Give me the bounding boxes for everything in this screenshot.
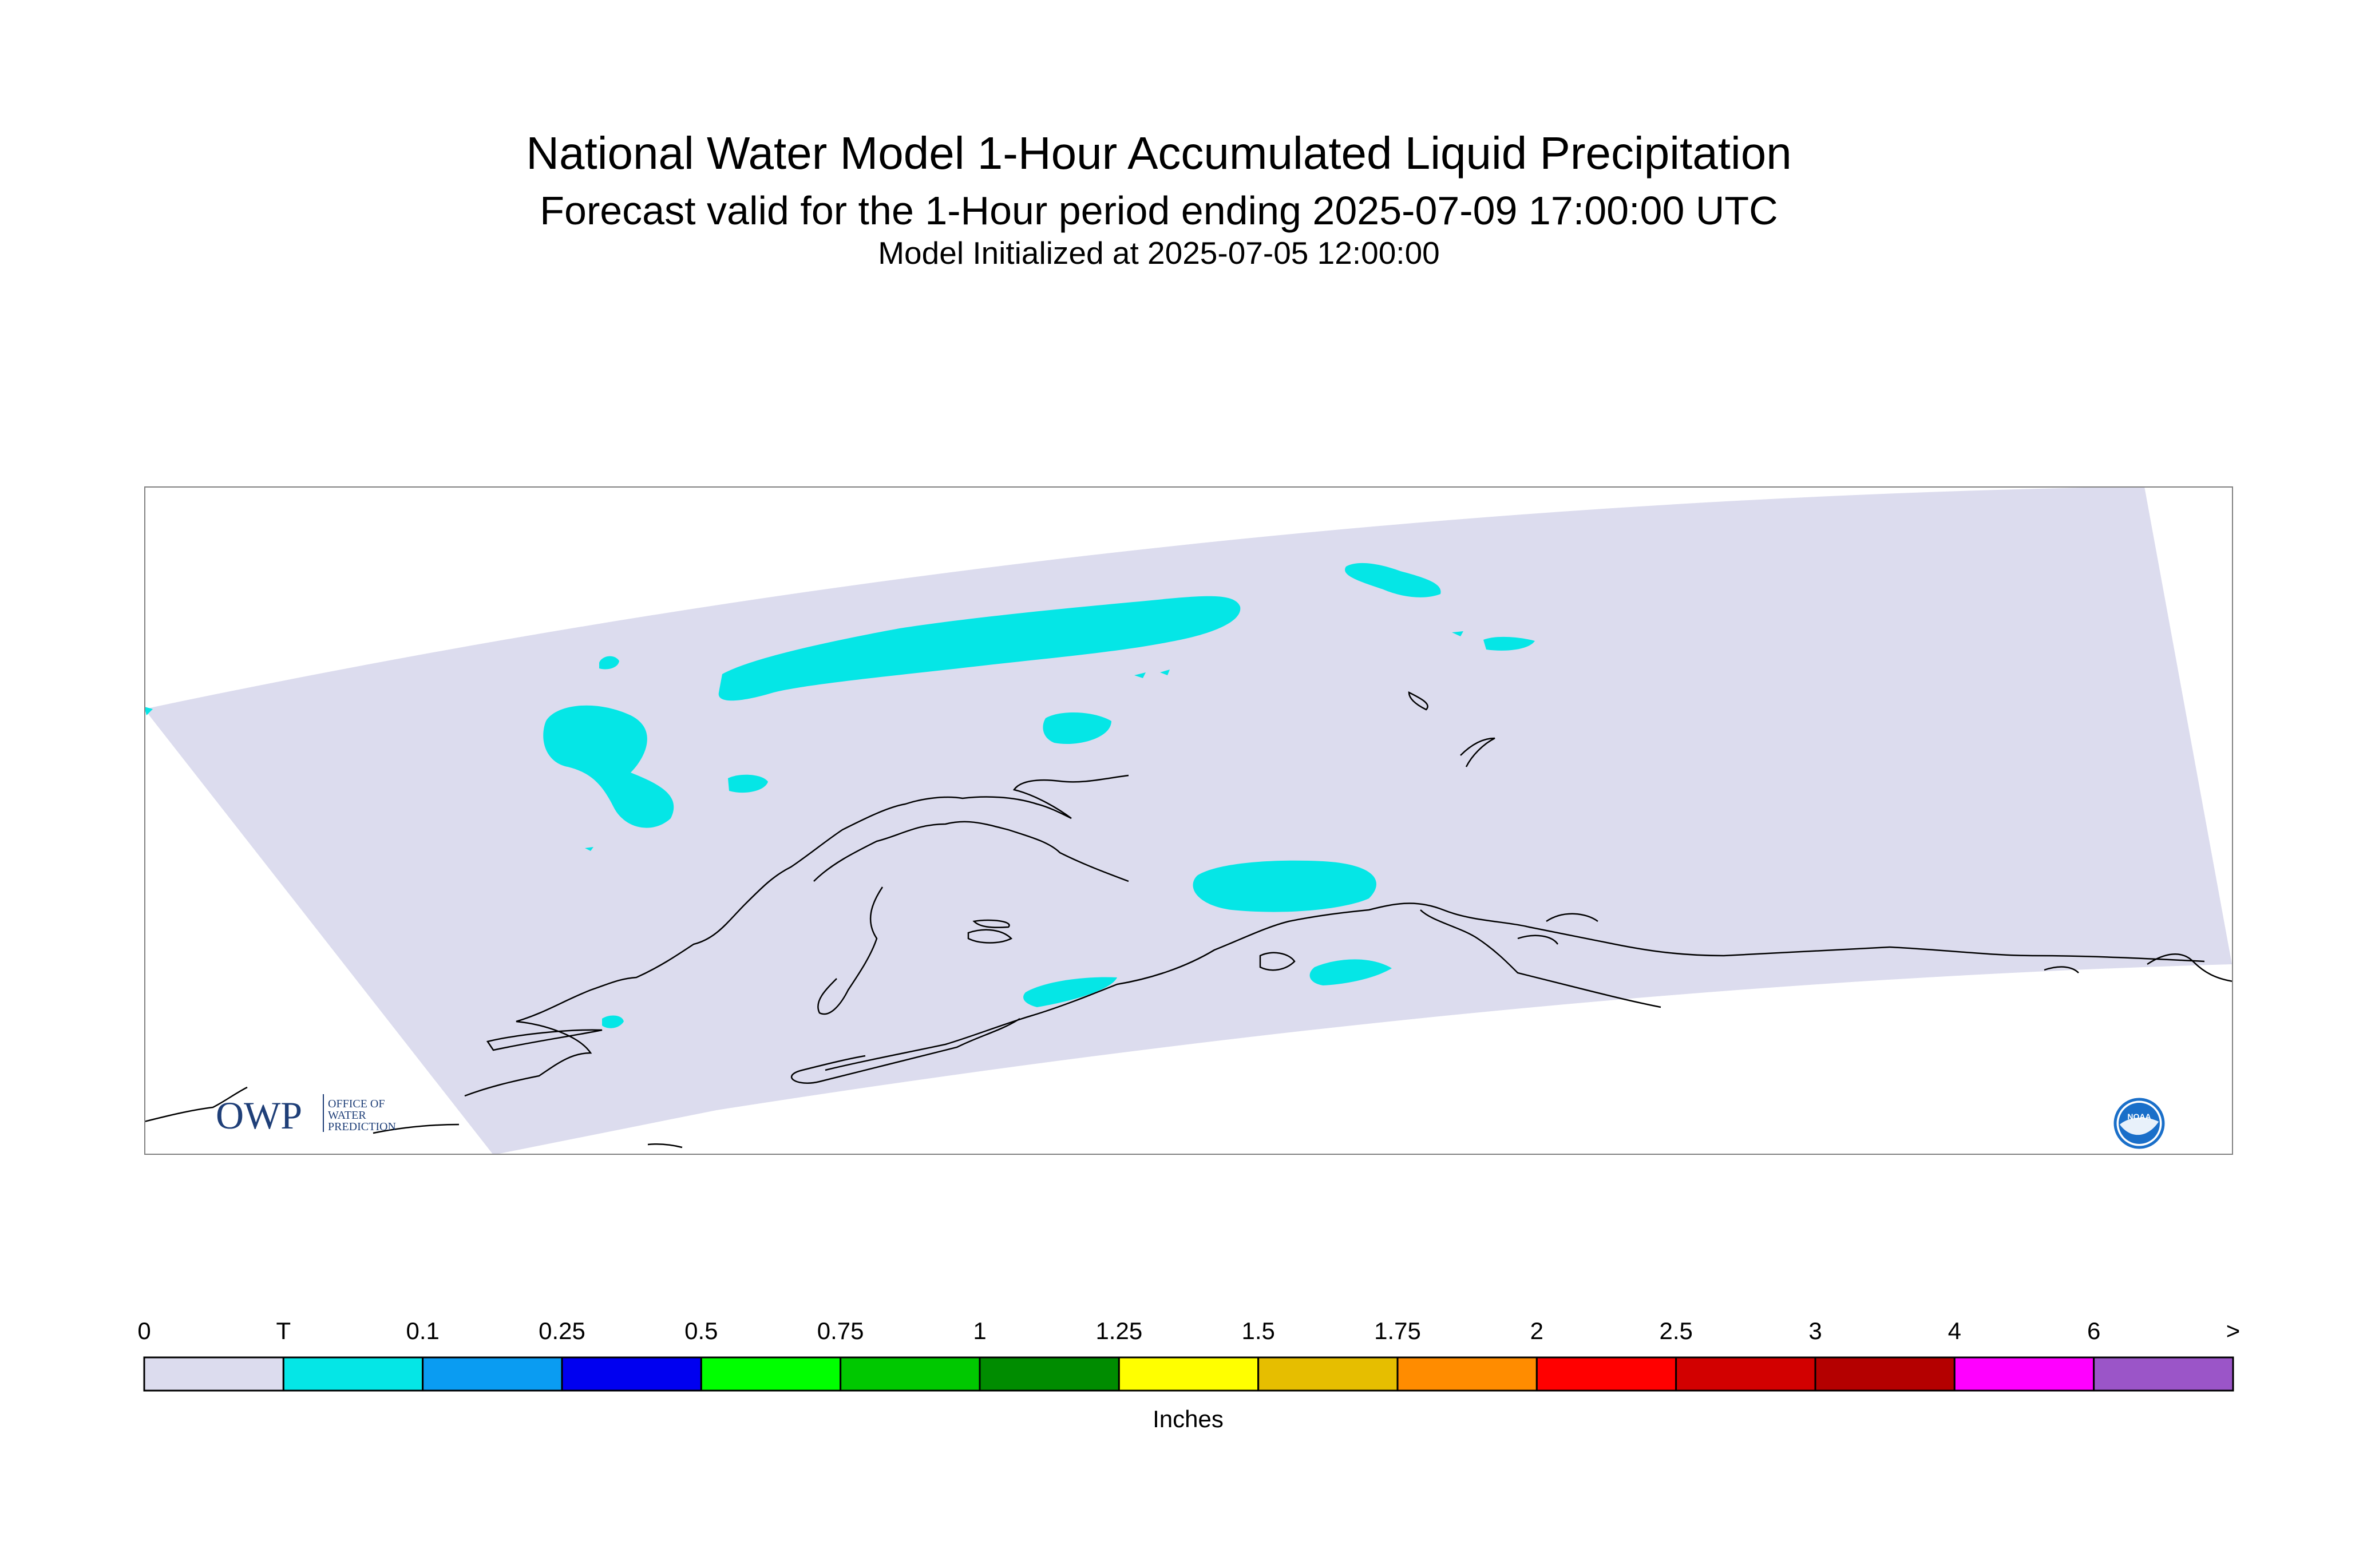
legend-swatch [1118,1356,1260,1392]
legend-swatch [1953,1356,2095,1392]
legend-tick-label: 1.75 [1374,1317,1421,1344]
precip-area [1452,631,1463,636]
precip-area [1345,563,1441,597]
legend-swatches [143,1356,2234,1392]
precip-area [144,707,153,715]
island-herald [1408,691,1428,711]
island-nunivak [967,929,1013,944]
legend-tick-label: 0.25 [539,1317,585,1344]
legend-tick-label: 0.1 [406,1317,439,1344]
legend-swatch [422,1356,563,1392]
legend-swatch [840,1356,981,1392]
precip-area [728,774,768,793]
precip-area [1483,636,1535,651]
coastline-canada [2044,953,2233,983]
precip-area [599,656,619,670]
legend-swatch [1257,1356,1399,1392]
legend-tick-label: T [276,1317,291,1344]
forecast-valid-subtitle: Forecast valid for the 1-Hour period end… [540,188,1778,233]
coastline-gulf [1420,909,1661,1008]
legend-tick-label: 0.75 [817,1317,864,1344]
coastline-mainland-south [825,902,2205,1071]
legend-swatch [1396,1356,1538,1392]
legend-swatch [1675,1356,1816,1392]
legend-tick-label: 3 [1808,1317,1822,1344]
owp-logo: OWP OFFICE OF WATER PREDICTION [216,1094,396,1137]
island-small [972,919,1010,928]
owp-mark: OWP [216,1094,302,1137]
island-wrangel [1460,737,1495,767]
precipitation-map: OWP OFFICE OF WATER PREDICTION NOAA [144,486,2233,1155]
precip-area [1160,670,1170,675]
legend-ticks: 0 T 0.1 0.25 0.5 0.75 1 1.25 1.5 1.75 2 2.5 3 4 6 > [137,1317,2240,1344]
island-kodiak [1259,952,1296,971]
island-st-lawrence [486,1029,603,1051]
noaa-mark: NOAA [2127,1112,2151,1121]
noaa-logo: NOAA [2113,1098,2165,1149]
coastline-inland [817,886,884,1015]
legend-tick-label: > [2226,1317,2241,1344]
legend-tick-label: 6 [2087,1317,2100,1344]
precip-areas [144,563,1535,1028]
legend-swatch [561,1356,702,1392]
model-init-subtitle: Model Initialized at 2025-07-05 12:00:00 [878,235,1440,271]
legend-swatch [1535,1356,1677,1392]
legend-swatch [1814,1356,1956,1392]
color-legend: 0 T 0.1 0.25 0.5 0.75 1 1.25 1.5 1.75 2 2.5 3 4 6 > Inc… [137,1317,2240,1432]
legend-swatch [143,1356,284,1392]
precip-area [585,847,593,851]
legend-swatch [979,1356,1120,1392]
legend-tick-label: 2.5 [1659,1317,1692,1344]
map-title: National Water Model 1-Hour Accumulated … [526,128,1792,179]
legend-swatch [2093,1356,2234,1392]
precip-area [1134,672,1146,678]
precip-area [1193,860,1377,912]
precip-area [1309,959,1392,985]
noaa-gull [2120,1118,2159,1135]
legend-tick-label: 1.25 [1095,1317,1142,1344]
island-chain-east [1517,913,1598,945]
precip-area [1023,977,1117,1007]
legend-tick-label: 0 [137,1317,151,1344]
coastline-north [813,821,1129,882]
coastlines [144,691,2233,1149]
owp-line-3: PREDICTION [328,1120,396,1133]
owp-line-1: OFFICE OF [328,1098,385,1110]
precip-area [543,705,674,828]
precip-area [718,596,1241,701]
legend-swatch [282,1356,424,1392]
legend-tick-label: 0.5 [684,1317,718,1344]
owp-line-2: WATER [328,1109,366,1122]
legend-tick-label: 2 [1530,1317,1543,1344]
coastline-mainland-west [464,774,1129,1097]
legend-tick-label: 1 [973,1317,986,1344]
coastline-chukotka [144,1086,683,1149]
precip-area [602,1015,624,1028]
legend-tick-label: 4 [1948,1317,1961,1344]
precip-area [1043,712,1111,745]
legend-units: Inches [1153,1405,1224,1432]
model-domain [144,486,2232,1155]
legend-tick-label: 1.5 [1241,1317,1274,1344]
map-frame [144,486,2233,1155]
legend-swatch [700,1356,842,1392]
coastline-peninsula [790,1017,1020,1084]
